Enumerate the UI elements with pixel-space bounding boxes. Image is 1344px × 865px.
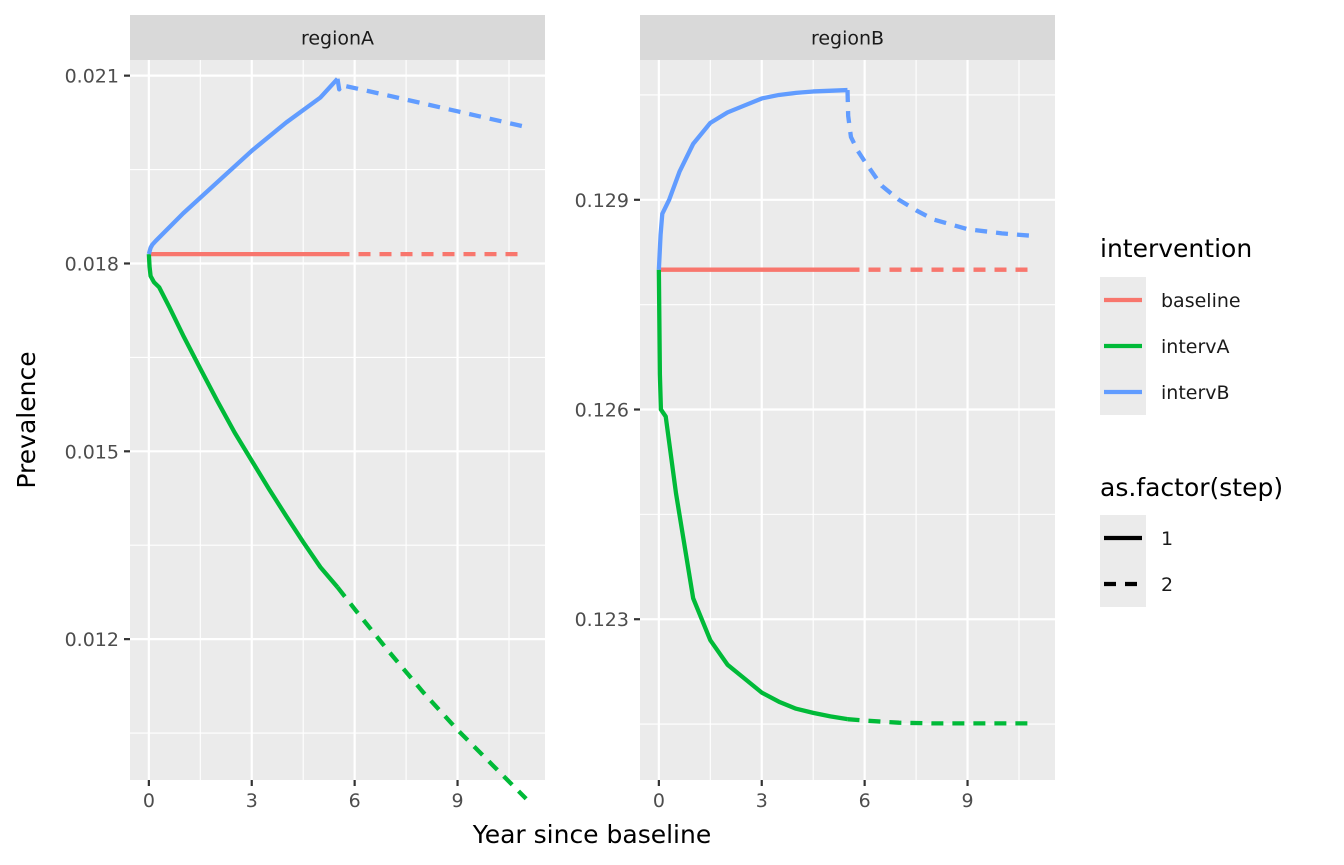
x-tick-label: 3 — [246, 790, 258, 812]
x-tick-label: 6 — [859, 790, 871, 812]
legend-label-step-2: 2 — [1161, 574, 1173, 596]
y-axis-title: Prevalence — [12, 351, 41, 488]
x-tick-label: 6 — [349, 790, 361, 812]
y-tick-label: 0.126 — [575, 400, 629, 422]
facet-strip-label: regionB — [811, 28, 884, 50]
legends: intervention baseline intervA intervB as.fac… — [1100, 234, 1283, 607]
legend-label-intervA: intervA — [1161, 336, 1230, 358]
series-line-intervA-step2 — [847, 717, 1037, 726]
panel-background — [640, 60, 1055, 780]
legend-title: intervention — [1100, 234, 1252, 263]
facet-strip — [640, 15, 1055, 60]
legend-step: as.factor(step) 1 2 — [1100, 473, 1283, 607]
y-tick-label: 0.012 — [65, 629, 119, 651]
legend-label-baseline: baseline — [1161, 290, 1241, 312]
facet-strip-label: regionA — [301, 28, 374, 50]
x-axis-title: Year since baseline — [472, 820, 711, 849]
facet-strip — [130, 15, 545, 60]
x-tick-label: 3 — [756, 790, 768, 812]
x-tick-label: 9 — [961, 790, 973, 812]
y-tick-label: 0.015 — [65, 441, 119, 463]
x-tick-label: 9 — [451, 790, 463, 812]
facet-panel-regionA: regionA 0 3 6 9 0.012 0.015 0.018 0.021 — [65, 15, 545, 812]
legend-intervention: intervention baseline intervA intervB — [1100, 234, 1252, 415]
series-line-intervB-step2 — [335, 78, 527, 130]
panel-background — [130, 60, 545, 780]
facet-panel-regionB: regionB 0 3 6 9 0.123 0.126 0.129 — [575, 15, 1055, 812]
legend-label-step-1: 1 — [1161, 528, 1173, 550]
chart-panels: regionA 0 3 6 9 0.012 0.015 0.018 0.021 regionB 0 3… — [65, 15, 1055, 812]
y-tick-label: 0.018 — [65, 253, 119, 275]
y-tick-label: 0.123 — [575, 609, 629, 631]
series-line-intervA-step1 — [146, 253, 340, 589]
legend-label-intervB: intervB — [1161, 382, 1230, 404]
y-tick-label: 0.021 — [65, 66, 119, 88]
series-line-intervB-step1 — [656, 87, 848, 270]
series-line-intervA-step2 — [335, 585, 528, 801]
legend-title: as.factor(step) — [1100, 473, 1283, 502]
series-line-intervB-step2 — [845, 90, 1037, 239]
y-tick-label: 0.129 — [575, 190, 629, 212]
series-line-intervA-step1 — [656, 269, 848, 722]
x-tick-label: 0 — [653, 790, 665, 812]
x-tick-label: 0 — [143, 790, 155, 812]
series-line-intervB-step1 — [146, 77, 340, 255]
